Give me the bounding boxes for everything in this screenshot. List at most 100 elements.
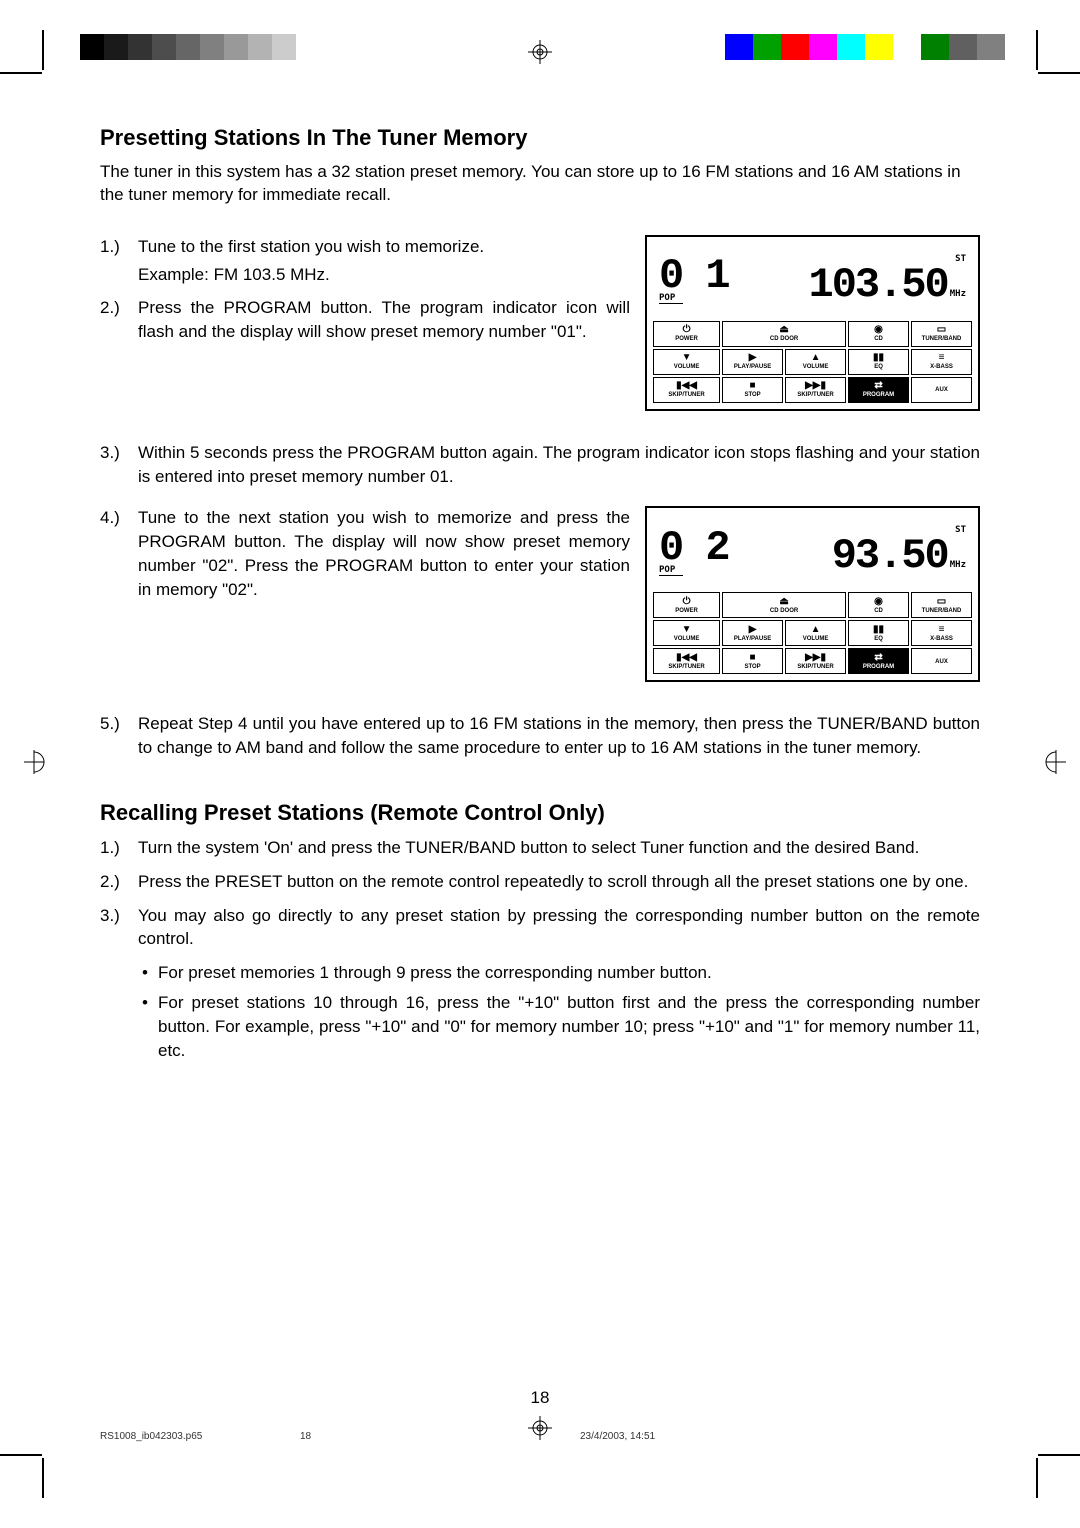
step-text: Turn the system 'On' and press the TUNER…: [138, 836, 980, 860]
remote-play-pause-button: ▶PLAY/PAUSE: [722, 620, 783, 646]
remote-volume-button: ▼VOLUME: [653, 349, 720, 375]
bullet-item: •For preset stations 10 through 16, pres…: [138, 991, 980, 1062]
step-num: 3.): [100, 441, 138, 489]
footer: RS1008_ib042303.p65 18 23/4/2003, 14:51: [100, 1431, 980, 1442]
registration-mark-icon: [22, 750, 46, 774]
button-icon: ⏻: [683, 597, 691, 607]
heading-recalling: Recalling Preset Stations (Remote Contro…: [100, 800, 980, 826]
step-num: 2.): [100, 870, 138, 894]
button-label: AUX: [935, 659, 948, 665]
button-label: SKIP/TUNER: [797, 392, 833, 398]
button-label: EQ: [874, 364, 883, 370]
bullet-text: For preset stations 10 through 16, press…: [158, 991, 980, 1062]
bullet-item: •For preset memories 1 through 9 press t…: [138, 961, 980, 985]
button-label: SKIP/TUNER: [797, 664, 833, 670]
frequency: 103.50: [809, 264, 948, 306]
button-label: TUNER/BAND: [922, 336, 962, 342]
step-num: 1.): [100, 235, 138, 287]
bullet-text: For preset memories 1 through 9 press th…: [158, 961, 980, 985]
remote-cd-button: ◉CD: [848, 321, 909, 347]
button-label: TUNER/BAND: [922, 608, 962, 614]
button-icon: ▮▮: [873, 625, 884, 635]
grayscale-bar: [80, 34, 320, 60]
step-num: 4.): [100, 506, 138, 601]
step-num: 2.): [100, 296, 138, 344]
step: 2.)Press the PROGRAM button. The program…: [100, 296, 630, 344]
button-label: AUX: [935, 387, 948, 393]
button-icon: ▭: [937, 325, 946, 335]
color-bar: [725, 34, 1005, 60]
button-icon: ■: [750, 381, 756, 391]
lcd-display: 0 1POPST103.50MHz: [653, 243, 972, 317]
bullet-dot-icon: •: [138, 961, 158, 985]
step-text: Repeat Step 4 until you have entered up …: [138, 712, 980, 760]
remote-cd-door-button: ⏏CD DOOR: [722, 321, 846, 347]
button-icon: ▮◀◀: [676, 381, 697, 391]
button-label: PROGRAM: [863, 392, 894, 398]
step-list-2: 1.)Turn the system 'On' and press the TU…: [100, 836, 980, 951]
figure-1: 0 1POPST103.50MHz⏻POWER⏏CD DOOR◉CD▭TUNER…: [645, 235, 980, 411]
remote-power-button: ⏻POWER: [653, 321, 720, 347]
step-text: Tune to the first station you wish to me…: [138, 235, 630, 287]
button-label: STOP: [744, 664, 760, 670]
button-label: VOLUME: [674, 364, 700, 370]
button-icon: ⏏: [779, 325, 788, 335]
remote-stop-button: ■STOP: [722, 648, 783, 674]
button-label: CD: [874, 608, 883, 614]
step-num: 5.): [100, 712, 138, 760]
remote-skip-tuner-button: ▶▶▮SKIP/TUNER: [785, 377, 846, 403]
button-icon: ◉: [874, 597, 883, 607]
stereo-label: ST: [955, 254, 966, 264]
stereo-label: ST: [955, 525, 966, 535]
step: 2.)Press the PRESET button on the remote…: [100, 870, 980, 894]
lcd-display: 0 2POP ST 93.50MHz: [653, 514, 972, 588]
remote-button-grid: ⏻POWER⏏CD DOOR◉CD▭TUNER/BAND▼VOLUME▶PLAY…: [653, 592, 972, 674]
button-icon: ▶▶▮: [805, 381, 826, 391]
step-text: Tune to the next station you wish to mem…: [138, 506, 630, 601]
button-label: SKIP/TUNER: [668, 664, 704, 670]
footer-file: RS1008_ib042303.p65: [100, 1431, 300, 1442]
button-label: EQ: [874, 636, 883, 642]
button-icon: ▲: [811, 353, 821, 363]
footer-date: 23/4/2003, 14:51: [580, 1431, 655, 1442]
remote-eq-button: ▮▮EQ: [848, 349, 909, 375]
step-4: 4.) Tune to the next station you wish to…: [100, 506, 630, 601]
step-text: You may also go directly to any preset s…: [138, 904, 980, 952]
button-icon: ⇄: [874, 381, 882, 391]
button-icon: ▼: [682, 625, 692, 635]
button-label: X-BASS: [930, 364, 953, 370]
step-text: Press the PROGRAM button. The program in…: [138, 296, 630, 344]
button-icon: ▶▶▮: [805, 653, 826, 663]
remote-eq-button: ▮▮EQ: [848, 620, 909, 646]
button-label: VOLUME: [674, 636, 700, 642]
button-icon: ▲: [811, 625, 821, 635]
button-icon: ▮◀◀: [676, 653, 697, 663]
remote-cd-button: ◉CD: [848, 592, 909, 618]
remote-power-button: ⏻POWER: [653, 592, 720, 618]
step-5: 5.) Repeat Step 4 until you have entered…: [100, 712, 980, 760]
step-text: Within 5 seconds press the PROGRAM butto…: [138, 441, 980, 489]
remote-stop-button: ■STOP: [722, 377, 783, 403]
bullet-list: •For preset memories 1 through 9 press t…: [138, 961, 980, 1062]
remote-volume-button: ▲VOLUME: [785, 620, 846, 646]
button-label: CD: [874, 336, 883, 342]
button-icon: ≡: [939, 353, 945, 363]
remote-aux-button: AUX: [911, 377, 972, 403]
remote-tuner-band-button: ▭TUNER/BAND: [911, 592, 972, 618]
button-icon: ▮▮: [873, 353, 884, 363]
button-label: CD DOOR: [770, 608, 798, 614]
remote-skip-tuner-button: ▮◀◀SKIP/TUNER: [653, 377, 720, 403]
button-label: STOP: [744, 392, 760, 398]
button-icon: ◉: [874, 325, 883, 335]
step-text: Press the PRESET button on the remote co…: [138, 870, 980, 894]
registration-mark-icon: [528, 40, 552, 64]
unit-label: MHz: [950, 560, 966, 570]
frequency: 93.50: [832, 535, 948, 577]
button-icon: ⏻: [683, 325, 691, 335]
button-icon: ▶: [749, 353, 757, 363]
preset-number: 0 2: [659, 527, 729, 569]
pop-label: POP: [659, 565, 683, 576]
button-icon: ⏏: [779, 597, 788, 607]
button-label: VOLUME: [803, 636, 829, 642]
step-sub: Example: FM 103.5 MHz.: [138, 263, 630, 287]
